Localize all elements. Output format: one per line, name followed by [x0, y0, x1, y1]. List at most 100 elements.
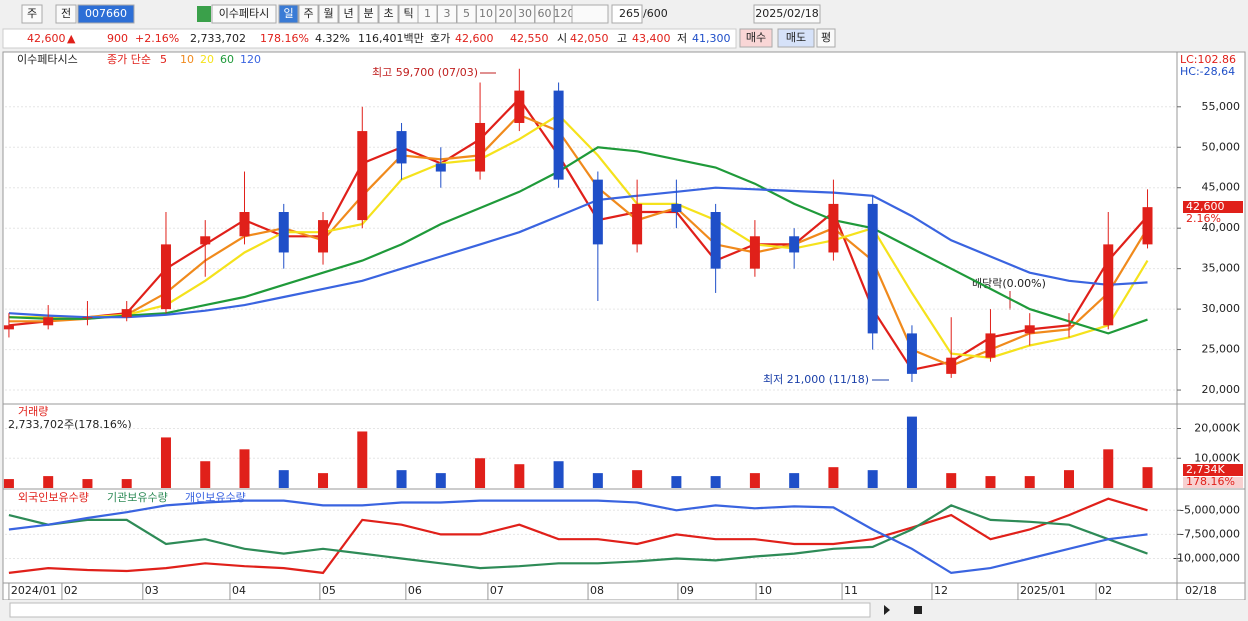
name-field-box[interactable]: [211, 4, 277, 24]
spacer-select-box[interactable]: [571, 4, 609, 24]
x-tick-label: 02: [64, 584, 78, 597]
hc-label: HC:-28,64: [1180, 65, 1235, 78]
volume-bar: [121, 479, 132, 488]
prev-button-box[interactable]: [55, 4, 77, 24]
code-input-box[interactable]: [77, 4, 135, 24]
period-button[interactable]: 일: [283, 6, 293, 20]
interval-button[interactable]: 10: [479, 7, 493, 20]
candle-body: [749, 236, 760, 269]
date-label: 02/18: [1185, 584, 1217, 597]
candle-body: [435, 163, 446, 172]
x-tick-label: 08: [590, 584, 604, 597]
period-button[interactable]: 년: [343, 7, 353, 20]
candle-body: [514, 90, 525, 123]
volume-bar: [82, 479, 93, 488]
date-field[interactable]: 2025/02/18: [755, 7, 818, 20]
name-field[interactable]: 이수페타시: [219, 7, 270, 20]
volume-rate-label: 178.16%: [1186, 475, 1235, 488]
buy-button[interactable]: 매수: [746, 31, 766, 44]
y-tick-label: 35,000: [1202, 262, 1241, 275]
interval-button[interactable]: 5: [463, 7, 470, 20]
interval-button[interactable]: 20: [499, 7, 513, 20]
x-tick-label: 11: [844, 584, 858, 597]
volume-bar: [828, 467, 839, 488]
candle-body: [828, 203, 839, 253]
dividend-annotation: 배당락(0.00%): [972, 277, 1046, 290]
candle-body: [632, 203, 643, 245]
candle-body: [396, 131, 407, 164]
legend-title: 종가 단순: [107, 53, 151, 66]
legend-entry: 기관보유수량: [107, 491, 168, 504]
sell-button-box[interactable]: [777, 28, 815, 48]
period-button-box[interactable]: [378, 4, 399, 24]
period-button[interactable]: 주: [303, 7, 313, 20]
volume-bar: [671, 476, 682, 488]
period-button-box[interactable]: [298, 4, 319, 24]
chart-area: [2, 51, 1246, 601]
legend-entry: 10: [180, 53, 194, 66]
interval-button[interactable]: 60: [538, 7, 552, 20]
quote-amount: 116,401백만: [358, 32, 424, 45]
period-button-box[interactable]: [278, 4, 299, 24]
period-button[interactable]: 틱: [403, 7, 413, 20]
prev-button[interactable]: 전: [61, 7, 71, 20]
interval-button[interactable]: 1: [424, 7, 431, 20]
price-tag-label: 42,600: [1186, 200, 1225, 213]
interval-button[interactable]: 30: [518, 7, 532, 20]
quote-turnover: 4.32%: [315, 32, 350, 45]
y-tick-label: 10,000K: [1194, 451, 1240, 464]
y-tick-label: -5,000,000: [1180, 503, 1240, 516]
quote-volume: 2,733,702: [190, 32, 246, 45]
period-button-box[interactable]: [358, 4, 379, 24]
avg-button-box[interactable]: [816, 28, 836, 48]
candle-body: [121, 309, 132, 318]
lc-label: LC:102.86: [1180, 53, 1236, 66]
legend-entry: 120: [240, 53, 261, 66]
buy-button-box[interactable]: [739, 28, 773, 48]
period-button[interactable]: 월: [323, 7, 333, 20]
x-tick-label: 02: [1098, 584, 1112, 597]
volume-bar: [749, 473, 760, 488]
legend-entry: 개인보유수량: [185, 491, 246, 504]
scroll-track[interactable]: [9, 602, 871, 618]
volume-bar: [553, 461, 564, 488]
low-annotation: 최저 21,000 (11/18): [763, 373, 869, 386]
quote-bid-ask-label: 호가: [430, 32, 450, 45]
sell-button[interactable]: 매도: [786, 31, 806, 44]
y-tick-label: 25,000: [1202, 343, 1241, 356]
count[interactable]: 265: [619, 7, 640, 20]
count-box[interactable]: [611, 4, 643, 24]
volume-bar: [789, 473, 800, 488]
volume-bar: [710, 476, 721, 488]
candle-body: [789, 236, 800, 253]
price-tag: [1183, 201, 1243, 213]
avg-button[interactable]: 평: [821, 31, 831, 44]
interval-button[interactable]: 120: [554, 7, 575, 20]
period-button[interactable]: 초: [383, 7, 393, 20]
candle-body: [710, 212, 721, 269]
market-select-box[interactable]: [21, 4, 43, 24]
quote-arrow: ▲: [67, 32, 76, 45]
scroll-right[interactable]: [884, 605, 890, 615]
date-field-box[interactable]: [753, 4, 821, 24]
quote-change-rate: +2.16%: [135, 32, 179, 45]
line-series: [8, 186, 1148, 319]
code-input[interactable]: 007660: [85, 7, 127, 20]
y-tick-label: 20,000: [1202, 383, 1241, 396]
quote-low-label: 저: [677, 32, 687, 45]
volume-bar: [1024, 476, 1035, 488]
volume-bar: [43, 476, 54, 488]
stop-button[interactable]: [914, 606, 922, 614]
period-button[interactable]: 분: [363, 7, 373, 20]
interval-button[interactable]: 3: [444, 7, 451, 20]
candle-body: [43, 317, 54, 326]
period-button-box[interactable]: [318, 4, 339, 24]
stock-name: 이수페타시스: [17, 53, 78, 66]
quote-volume-rate: 178.16%: [260, 32, 309, 45]
candle-body: [160, 244, 171, 310]
quote-price: 42,600: [27, 32, 66, 45]
market-select[interactable]: 주: [27, 7, 37, 20]
period-button-box[interactable]: [338, 4, 359, 24]
